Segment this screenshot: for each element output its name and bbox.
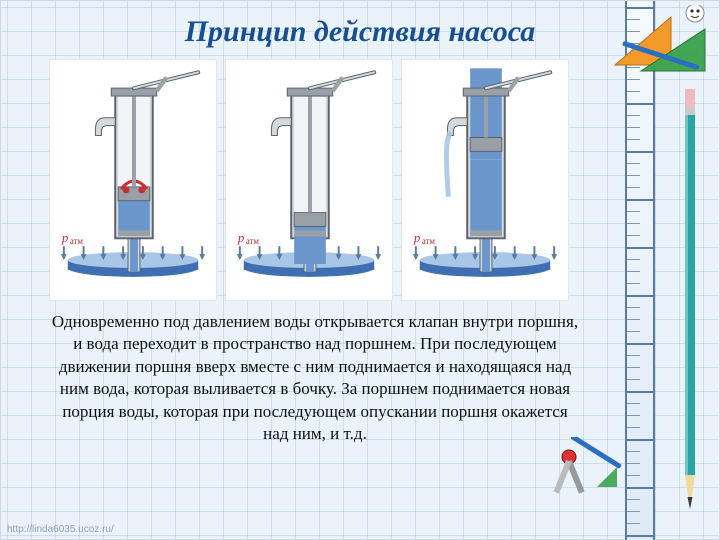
svg-text:p: p <box>61 231 69 245</box>
tools-top-decoration <box>611 5 711 81</box>
pump-diagram-panels: p атм p атм <box>49 59 569 303</box>
tools-bottom-decoration <box>545 437 623 515</box>
pump-panel-2: p атм <box>225 59 393 301</box>
pencil-decoration <box>675 89 705 529</box>
svg-text:p: p <box>237 231 245 245</box>
slide: Принцип действия насоса p атм p атм <box>0 0 720 540</box>
body-text: Одновременно под давлением воды открывае… <box>51 311 579 446</box>
pump-panel-1: p атм <box>49 59 217 301</box>
svg-text:атм: атм <box>246 236 260 246</box>
svg-text:p: p <box>413 231 421 245</box>
svg-text:атм: атм <box>70 236 84 246</box>
watermark: http://linda6035.ucoz.ru/ <box>7 524 114 535</box>
svg-text:атм: атм <box>422 236 436 246</box>
pump-panel-3: p атм <box>401 59 569 301</box>
ruler-decoration <box>625 1 655 540</box>
